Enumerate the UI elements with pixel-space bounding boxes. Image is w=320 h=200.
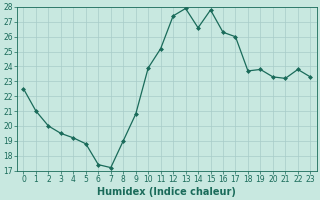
- X-axis label: Humidex (Indice chaleur): Humidex (Indice chaleur): [98, 187, 236, 197]
